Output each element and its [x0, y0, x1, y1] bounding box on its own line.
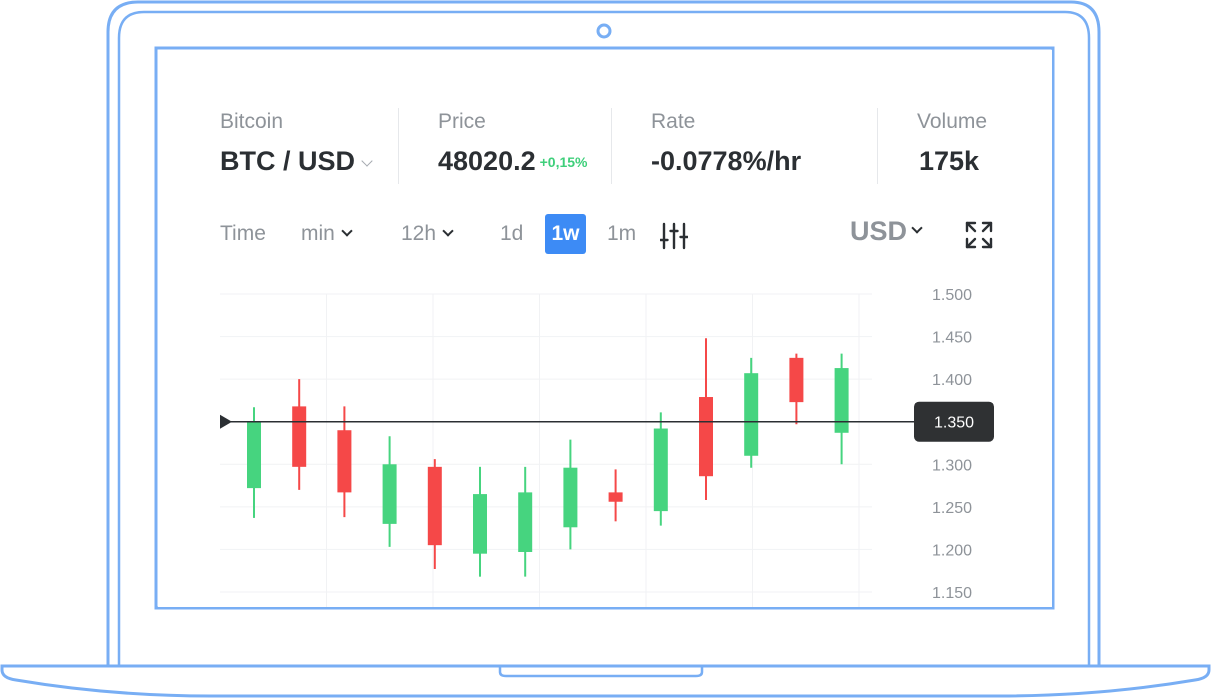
- sliders-icon[interactable]: [660, 222, 688, 250]
- divider: [877, 108, 878, 184]
- interval-min-label: min: [301, 222, 335, 245]
- interval-1w-button[interactable]: 1w: [545, 214, 586, 254]
- candle-body: [427, 466, 442, 546]
- candle-body: [653, 428, 668, 512]
- candle-body: [518, 492, 533, 552]
- candlestick-chart: 1.500 1.450 1.400 1.300 1.250 1.200 1.150 1.350: [220, 287, 994, 607]
- interval-min-dropdown[interactable]: min: [301, 222, 353, 246]
- candle-body: [834, 368, 849, 433]
- time-label: Time: [220, 222, 266, 245]
- volume-stat: Volume 175k: [917, 110, 987, 177]
- price-label: Price: [438, 110, 486, 133]
- candle-body: [247, 421, 261, 489]
- currency-dropdown[interactable]: USD: [850, 216, 923, 247]
- divider: [398, 108, 399, 184]
- y-tick-label: 1.150: [932, 585, 972, 602]
- candle-body: [608, 492, 623, 502]
- volume-label: Volume: [917, 110, 988, 133]
- candle-body: [382, 464, 397, 524]
- volume-value: 175k: [919, 146, 980, 176]
- price-pointer-icon: [220, 414, 232, 429]
- pair-selector[interactable]: BTC / USD: [220, 146, 373, 177]
- candle-body: [473, 494, 487, 554]
- candle-body: [789, 357, 804, 403]
- y-tick-label: 1.250: [932, 500, 972, 517]
- y-tick-label: 1.500: [932, 287, 972, 304]
- current-price-label: 1.350: [934, 415, 974, 432]
- y-tick-label: 1.450: [932, 330, 972, 347]
- candle-body: [292, 406, 307, 467]
- current-price-badge: [914, 401, 994, 442]
- pair-value: BTC / USD: [220, 146, 355, 176]
- divider: [611, 108, 612, 184]
- candle-body: [744, 373, 759, 456]
- candle-body: [337, 430, 352, 493]
- interval-12h-label: 12h: [401, 222, 437, 245]
- candle-body: [563, 467, 578, 528]
- interval-12h-dropdown[interactable]: 12h: [401, 222, 454, 246]
- rate-value: -0.0778%/hr: [651, 146, 802, 176]
- y-tick-label: 1.400: [932, 372, 972, 389]
- trading-screen: Bitcoin BTC / USD Price 48020.2 +0,15% Ra…: [158, 50, 1052, 607]
- expand-icon[interactable]: [965, 221, 993, 249]
- rate-label: Rate: [651, 110, 696, 133]
- pair-stat[interactable]: Bitcoin BTC / USD: [220, 110, 373, 177]
- price-value: 48020.2: [438, 146, 536, 176]
- y-tick-label: 1.300: [932, 457, 972, 474]
- candle-body: [699, 397, 713, 477]
- price-stat: Price 48020.2 +0,15%: [438, 110, 587, 177]
- interval-1m-button[interactable]: 1m: [607, 222, 637, 245]
- price-change: +0,15%: [539, 154, 588, 170]
- pair-label: Bitcoin: [220, 110, 284, 133]
- currency-label: USD: [850, 216, 908, 246]
- y-tick-label: 1.200: [932, 542, 972, 559]
- interval-1d-button[interactable]: 1d: [500, 222, 524, 245]
- rate-stat: Rate -0.0778%/hr: [651, 110, 801, 177]
